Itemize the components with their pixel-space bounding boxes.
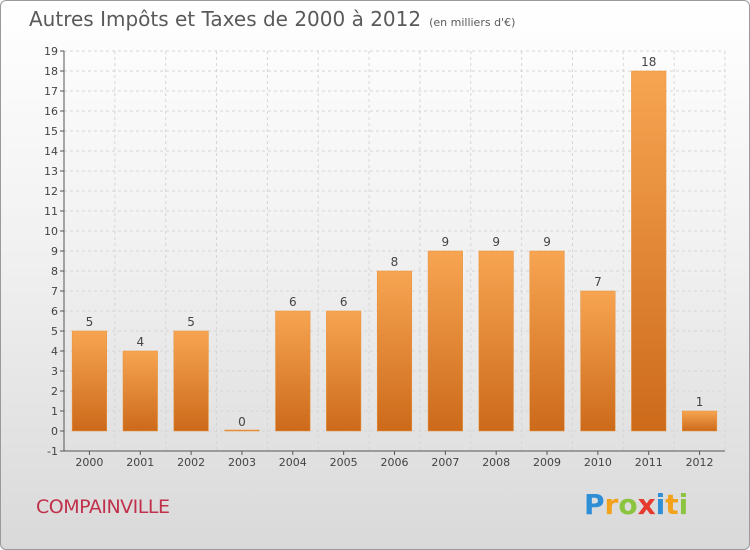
logo-letter: r bbox=[604, 488, 619, 521]
value-label: 5 bbox=[187, 315, 195, 329]
bar bbox=[224, 429, 260, 432]
y-tick-label: 15 bbox=[44, 125, 58, 138]
x-tick-label: 2009 bbox=[533, 456, 561, 469]
logo-letter: o bbox=[618, 488, 638, 521]
y-tick-label: 12 bbox=[44, 185, 58, 198]
y-tick-label: 18 bbox=[44, 65, 58, 78]
x-tick-label: 2008 bbox=[482, 456, 510, 469]
commune-name: COMPAINVILLE bbox=[36, 496, 170, 518]
x-tick-label: 2003 bbox=[228, 456, 256, 469]
chart-subtitle: (en milliers d'€) bbox=[429, 16, 516, 29]
y-tick-label: 1 bbox=[51, 405, 58, 418]
value-label: 18 bbox=[641, 55, 656, 69]
x-tick-label: 2001 bbox=[126, 456, 154, 469]
bar bbox=[427, 250, 463, 432]
logo-letter: P bbox=[584, 488, 605, 521]
bar bbox=[71, 330, 107, 432]
y-tick-label: 17 bbox=[44, 85, 58, 98]
y-tick-label: 8 bbox=[51, 265, 58, 278]
value-label: 4 bbox=[136, 335, 144, 349]
bar bbox=[376, 270, 413, 432]
value-label: 7 bbox=[594, 275, 602, 289]
y-tick-label: 11 bbox=[44, 205, 58, 218]
x-tick-label: 2002 bbox=[177, 456, 205, 469]
y-tick-label: 4 bbox=[51, 345, 58, 358]
x-tick-label: 2006 bbox=[381, 456, 409, 469]
value-label: 0 bbox=[238, 415, 246, 429]
y-tick-label: 14 bbox=[44, 145, 58, 158]
x-tick-label: 2004 bbox=[279, 456, 307, 469]
bar bbox=[478, 250, 514, 432]
x-tick-label: 2007 bbox=[431, 456, 459, 469]
y-tick-label: 19 bbox=[44, 45, 58, 58]
y-tick-label: -1 bbox=[47, 445, 58, 458]
chart-title: Autres Impôts et Taxes de 2000 à 2012 (en… bbox=[29, 7, 515, 31]
value-label: 8 bbox=[391, 255, 399, 269]
logo-letter: i bbox=[655, 488, 666, 521]
bar bbox=[275, 310, 311, 432]
value-label: 6 bbox=[289, 295, 297, 309]
y-tick-label: 5 bbox=[51, 325, 58, 338]
logo-letter: i bbox=[678, 488, 689, 521]
proxiti-logo: Proxiti bbox=[584, 488, 688, 521]
value-label: 9 bbox=[492, 235, 500, 249]
y-tick-label: 9 bbox=[51, 245, 58, 258]
bar bbox=[580, 290, 616, 432]
y-tick-label: 7 bbox=[51, 285, 58, 298]
bar bbox=[682, 410, 718, 432]
value-label: 9 bbox=[543, 235, 551, 249]
bar bbox=[529, 250, 565, 432]
y-tick-label: 0 bbox=[51, 425, 58, 438]
x-tick-label: 2012 bbox=[686, 456, 714, 469]
logo-letter: x bbox=[637, 488, 656, 521]
x-tick-label: 2005 bbox=[330, 456, 358, 469]
bar bbox=[326, 310, 362, 432]
y-tick-label: 10 bbox=[44, 225, 58, 238]
chart-title-text: Autres Impôts et Taxes de 2000 à 2012 bbox=[29, 7, 422, 31]
bar bbox=[173, 330, 209, 432]
value-label: 6 bbox=[340, 295, 348, 309]
y-tick-label: 16 bbox=[44, 105, 58, 118]
logo-letter: t bbox=[665, 488, 679, 521]
value-label: 1 bbox=[696, 395, 704, 409]
value-label: 5 bbox=[86, 315, 94, 329]
value-label: 9 bbox=[442, 235, 450, 249]
y-tick-label: 2 bbox=[51, 385, 58, 398]
bar bbox=[122, 350, 158, 432]
x-tick-label: 2010 bbox=[584, 456, 612, 469]
y-tick-label: 3 bbox=[51, 365, 58, 378]
bar bbox=[631, 70, 667, 432]
x-tick-label: 2011 bbox=[635, 456, 663, 469]
x-tick-label: 2000 bbox=[75, 456, 103, 469]
y-tick-label: 13 bbox=[44, 165, 58, 178]
y-tick-label: 6 bbox=[51, 305, 58, 318]
